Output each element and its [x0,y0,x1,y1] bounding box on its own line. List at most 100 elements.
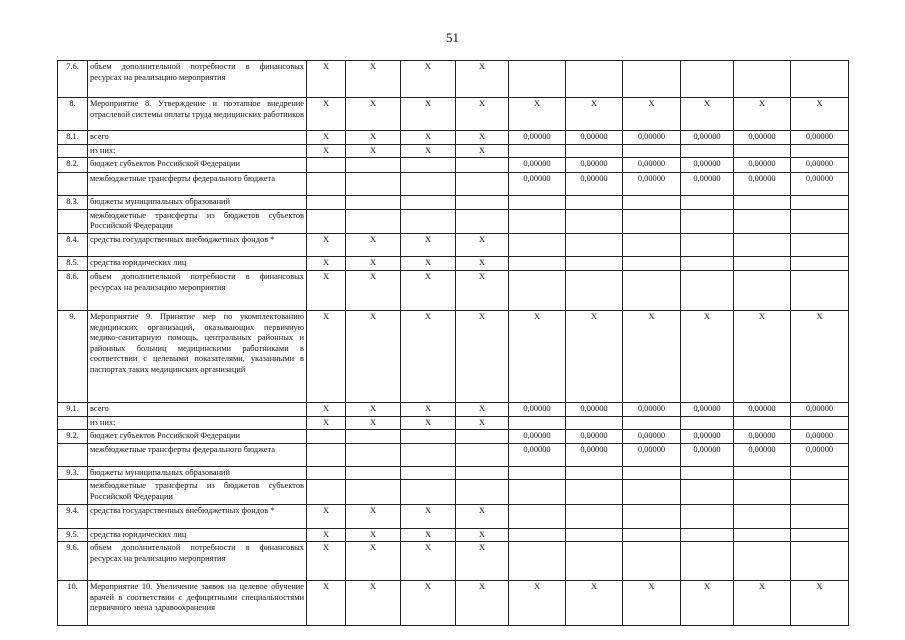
cell [733,415,791,431]
table-row: 9.3. бюджеты муниципальных образований [57,465,849,481]
cell: X [400,269,456,311]
cell [790,527,849,543]
cell [790,195,849,210]
cell: 0,00000 [622,157,681,174]
cell [790,479,849,505]
row-label: средства государственных внебюджетных фо… [87,232,307,257]
row-number: 9.4. [57,503,88,529]
cell [508,255,566,271]
cell: 0,00000 [565,401,623,417]
table-row: 9.4. средства государственных внебюджетны… [57,503,849,529]
cell [565,415,623,431]
cell: X [733,580,791,627]
cell [790,208,849,234]
cell: 0,00000 [622,429,681,444]
cell [680,143,734,159]
cell [790,255,849,271]
cell [400,195,456,210]
cell: X [508,97,566,131]
cell: 0,00000 [790,401,849,417]
cell [790,232,849,257]
cell [400,465,456,481]
cell: 0,00000 [733,157,791,174]
cell: X [455,143,509,159]
row-label: всего [87,130,307,145]
table-row: 8. Мероприятие 8. Утверждение и поэтапное… [57,97,849,131]
cell [622,255,681,271]
cell: 0,00000 [790,442,849,467]
cell: X [345,503,401,529]
row-number: 9.5. [57,527,88,543]
row-number: 9.6. [57,541,88,582]
row-number [57,208,88,234]
cell: X [345,401,401,417]
cell [790,415,849,431]
table-row: 8.1. всего X X X X 0,00000 0,00000 0,00000 0,0000… [57,130,849,145]
cell: X [400,255,456,271]
cell: 0,00000 [733,429,791,444]
row-label: межбюджетные трансферты из бюджетов субъ… [87,208,307,234]
cell [565,527,623,543]
cell: X [455,415,509,431]
table-row: из них: X X X X [57,415,849,431]
row-label: Мероприятие 10. Увеличение заявок на цел… [87,580,307,627]
cell: 0,00000 [622,442,681,467]
cell [733,60,791,98]
cell: X [622,580,681,627]
table: 7.6. объем дополнительной потребности в ф… [57,60,849,627]
row-number [57,172,88,197]
cell: X [306,503,346,529]
table-row: из них: X X X X [57,143,849,159]
page-number: 51 [446,30,459,45]
cell [306,208,346,234]
cell: 0,00000 [565,429,623,444]
cell [733,255,791,271]
cell [400,208,456,234]
cell [565,479,623,505]
cell: X [455,97,509,131]
cell: X [345,60,401,98]
cell: 0,00000 [508,130,566,145]
cell [790,269,849,311]
table-row: 8.5. средства юридических лиц X X X X [57,255,849,271]
cell: X [306,401,346,417]
cell [565,60,623,98]
row-label: межбюджетные трансферты из бюджетов субъ… [87,479,307,505]
cell: X [790,97,849,131]
cell: 0,00000 [733,442,791,467]
cell [306,429,346,444]
row-number: 9.2. [57,429,88,444]
cell [306,465,346,481]
cell: 0,00000 [680,401,734,417]
cell [680,195,734,210]
cell: 0,00000 [733,130,791,145]
row-label: межбюджетные трансферты федерального бюд… [87,442,307,467]
cell [400,479,456,505]
row-label: бюджеты муниципальных образований [87,195,307,210]
cell: 0,00000 [680,172,734,197]
cell [733,541,791,582]
cell: 0,00000 [733,401,791,417]
cell [733,208,791,234]
cell: X [306,130,346,145]
cell: X [345,309,401,403]
cell [733,479,791,505]
row-label: объем дополнительной потребности в финан… [87,269,307,311]
cell: X [345,415,401,431]
cell [508,269,566,311]
cell [565,503,623,529]
cell [565,465,623,481]
cell [790,465,849,481]
cell [680,60,734,98]
cell [733,465,791,481]
cell: X [306,269,346,311]
cell: X [455,527,509,543]
row-number: 8.3. [57,195,88,210]
cell: X [455,541,509,582]
row-number [57,415,88,431]
cell: X [306,309,346,403]
cell: X [400,97,456,131]
cell [733,232,791,257]
cell: X [455,580,509,627]
cell [565,195,623,210]
